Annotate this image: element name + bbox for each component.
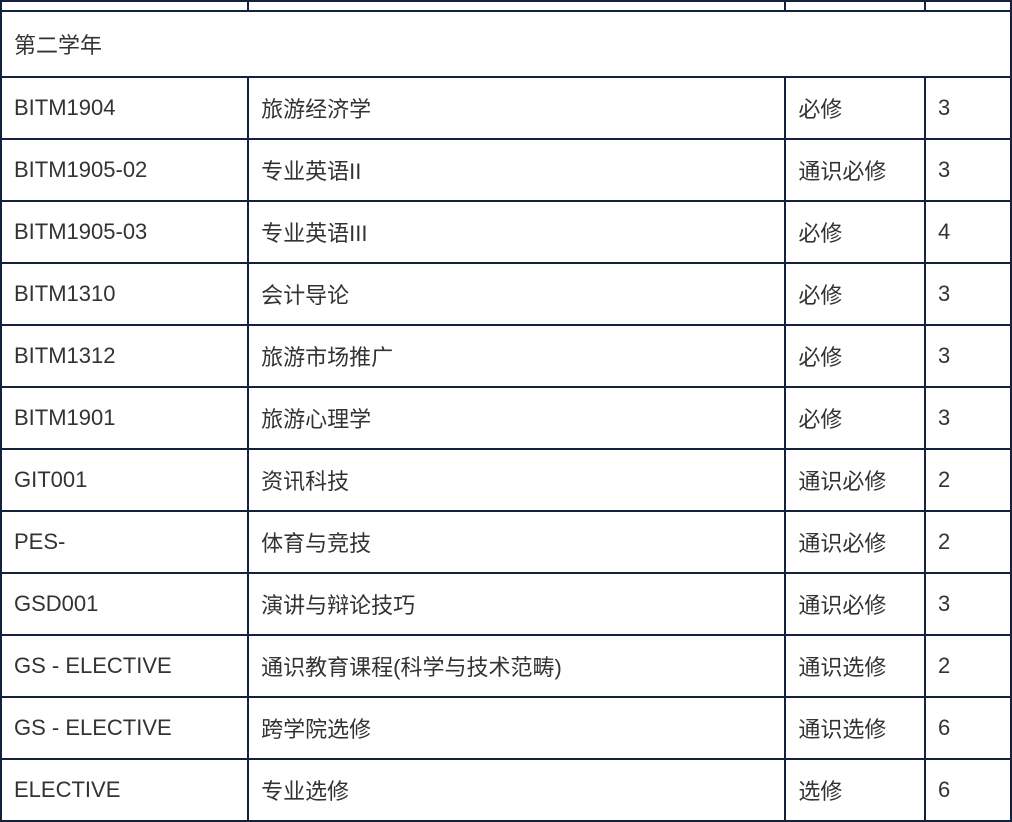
course-code-cell: BITM1905-03 (1, 201, 248, 263)
course-credit-cell: 3 (925, 325, 1011, 387)
course-name-cell: 旅游心理学 (248, 387, 785, 449)
course-name-cell: 专业英语III (248, 201, 785, 263)
course-credit-cell: 3 (925, 139, 1011, 201)
course-credit-cell: 4 (925, 201, 1011, 263)
course-type-cell: 必修 (785, 263, 925, 325)
course-code-cell: BITM1312 (1, 325, 248, 387)
course-type-cell: 必修 (785, 77, 925, 139)
section-header-row: 第二学年 (1, 11, 1011, 77)
course-type-cell: 通识必修 (785, 449, 925, 511)
course-code-cell: BITM1905-02 (1, 139, 248, 201)
course-credit-cell: 6 (925, 697, 1011, 759)
course-code-cell: GS - ELECTIVE (1, 697, 248, 759)
course-type-cell: 必修 (785, 201, 925, 263)
table-row: BITM1904旅游经济学必修3 (1, 77, 1011, 139)
course-name-cell: 通识教育课程(科学与技术范畴) (248, 635, 785, 697)
course-type-cell: 通识必修 (785, 139, 925, 201)
course-credit-cell: 2 (925, 635, 1011, 697)
course-type-cell: 必修 (785, 325, 925, 387)
course-type-cell: 通识必修 (785, 511, 925, 573)
section-header-cell: 第二学年 (1, 11, 1011, 77)
course-name-cell: 演讲与辩论技巧 (248, 573, 785, 635)
course-type-cell: 通识选修 (785, 697, 925, 759)
table-row: GSD001演讲与辩论技巧通识必修3 (1, 573, 1011, 635)
spacer-cell (1, 1, 248, 11)
course-credit-cell: 3 (925, 573, 1011, 635)
course-name-cell: 旅游经济学 (248, 77, 785, 139)
table-row: GS - ELECTIVE通识教育课程(科学与技术范畴)通识选修2 (1, 635, 1011, 697)
table-row: ELECTIVE专业选修选修6 (1, 759, 1011, 821)
table-row: BITM1312旅游市场推广必修3 (1, 325, 1011, 387)
course-code-cell: BITM1901 (1, 387, 248, 449)
course-name-cell: 跨学院选修 (248, 697, 785, 759)
table-row: BITM1901旅游心理学必修3 (1, 387, 1011, 449)
course-credit-cell: 2 (925, 511, 1011, 573)
table-row: GS - ELECTIVE跨学院选修通识选修6 (1, 697, 1011, 759)
course-code-cell: ELECTIVE (1, 759, 248, 821)
course-code-cell: GSD001 (1, 573, 248, 635)
table-row: BITM1310会计导论必修3 (1, 263, 1011, 325)
table-row: BITM1905-03专业英语III必修4 (1, 201, 1011, 263)
course-credit-cell: 6 (925, 759, 1011, 821)
spacer-cell (785, 1, 925, 11)
table-row: GIT001资讯科技通识必修2 (1, 449, 1011, 511)
course-code-cell: PES- (1, 511, 248, 573)
table-row: PES-体育与竞技通识必修2 (1, 511, 1011, 573)
course-name-cell: 体育与竞技 (248, 511, 785, 573)
table-top-spacer-row (1, 1, 1011, 11)
course-code-cell: GS - ELECTIVE (1, 635, 248, 697)
course-code-cell: GIT001 (1, 449, 248, 511)
spacer-cell (925, 1, 1011, 11)
course-credit-cell: 3 (925, 387, 1011, 449)
course-code-cell: BITM1904 (1, 77, 248, 139)
course-name-cell: 专业选修 (248, 759, 785, 821)
course-code-cell: BITM1310 (1, 263, 248, 325)
course-type-cell: 选修 (785, 759, 925, 821)
table-row: BITM1905-02专业英语II通识必修3 (1, 139, 1011, 201)
course-name-cell: 专业英语II (248, 139, 785, 201)
course-credit-cell: 2 (925, 449, 1011, 511)
course-type-cell: 必修 (785, 387, 925, 449)
course-name-cell: 会计导论 (248, 263, 785, 325)
curriculum-table: 第二学年 BITM1904旅游经济学必修3BITM1905-02专业英语II通识… (0, 0, 1012, 822)
spacer-cell (248, 1, 785, 11)
course-type-cell: 通识选修 (785, 635, 925, 697)
course-name-cell: 旅游市场推广 (248, 325, 785, 387)
course-credit-cell: 3 (925, 77, 1011, 139)
course-type-cell: 通识必修 (785, 573, 925, 635)
course-credit-cell: 3 (925, 263, 1011, 325)
course-name-cell: 资讯科技 (248, 449, 785, 511)
